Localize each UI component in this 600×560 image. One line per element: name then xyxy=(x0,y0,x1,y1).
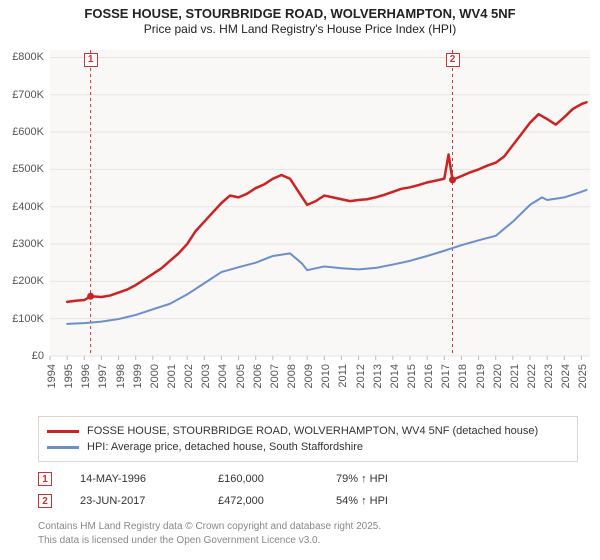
attribution-line2: This data is licensed under the Open Gov… xyxy=(38,534,578,548)
y-tick-label: £200K xyxy=(0,275,44,287)
legend-row-subject: FOSSE HOUSE, STOURBRIDGE ROAD, WOLVERHAM… xyxy=(47,423,569,439)
y-tick-label: £300K xyxy=(0,238,44,250)
y-tick-label: £600K xyxy=(0,126,44,138)
sale-pct-2: 54% ↑ HPI xyxy=(336,495,388,507)
chart-legend: FOSSE HOUSE, STOURBRIDGE ROAD, WOLVERHAM… xyxy=(38,416,578,462)
y-tick-label: £100K xyxy=(0,313,44,325)
title-line2: Price paid vs. HM Land Registry's House … xyxy=(0,22,600,37)
price-chart: £0 £100K £200K £300K £400K £500K £600K £700K £80… xyxy=(0,46,600,406)
legend-swatch-subject xyxy=(47,430,79,433)
chart-svg xyxy=(0,46,600,406)
sale-marker-2: 2 xyxy=(446,53,460,67)
attribution: Contains HM Land Registry data © Crown c… xyxy=(38,520,578,547)
sale-marker-box-1: 1 xyxy=(38,472,52,486)
legend-label-hpi: HPI: Average price, detached house, Sout… xyxy=(87,441,363,453)
sale-row-2: 2 23-JUN-2017 £472,000 54% ↑ HPI xyxy=(38,490,578,512)
y-tick-label: £0 xyxy=(0,350,44,362)
sale-price-2: £472,000 xyxy=(218,495,308,507)
sale-pct-1: 79% ↑ HPI xyxy=(336,473,388,485)
chart-title-block: FOSSE HOUSE, STOURBRIDGE ROAD, WOLVERHAM… xyxy=(0,0,600,37)
sale-row-1: 1 14-MAY-1996 £160,000 79% ↑ HPI xyxy=(38,468,578,490)
sale-date-2: 23-JUN-2017 xyxy=(80,495,190,507)
sale-datapoints: 1 14-MAY-1996 £160,000 79% ↑ HPI 2 23-JU… xyxy=(38,468,578,512)
y-tick-label: £800K xyxy=(0,51,44,63)
legend-label-subject: FOSSE HOUSE, STOURBRIDGE ROAD, WOLVERHAM… xyxy=(87,425,538,437)
y-tick-label: £500K xyxy=(0,163,44,175)
y-tick-label: £400K xyxy=(0,201,44,213)
title-line1: FOSSE HOUSE, STOURBRIDGE ROAD, WOLVERHAM… xyxy=(0,6,600,22)
sale-price-1: £160,000 xyxy=(218,473,308,485)
y-tick-label: £700K xyxy=(0,89,44,101)
sale-marker-1: 1 xyxy=(84,53,98,67)
attribution-line1: Contains HM Land Registry data © Crown c… xyxy=(38,520,578,534)
sale-marker-box-2: 2 xyxy=(38,494,52,508)
legend-swatch-hpi xyxy=(47,446,79,449)
sale-date-1: 14-MAY-1996 xyxy=(80,473,190,485)
legend-row-hpi: HPI: Average price, detached house, Sout… xyxy=(47,439,569,455)
x-tick-label: 2025 xyxy=(577,364,600,388)
